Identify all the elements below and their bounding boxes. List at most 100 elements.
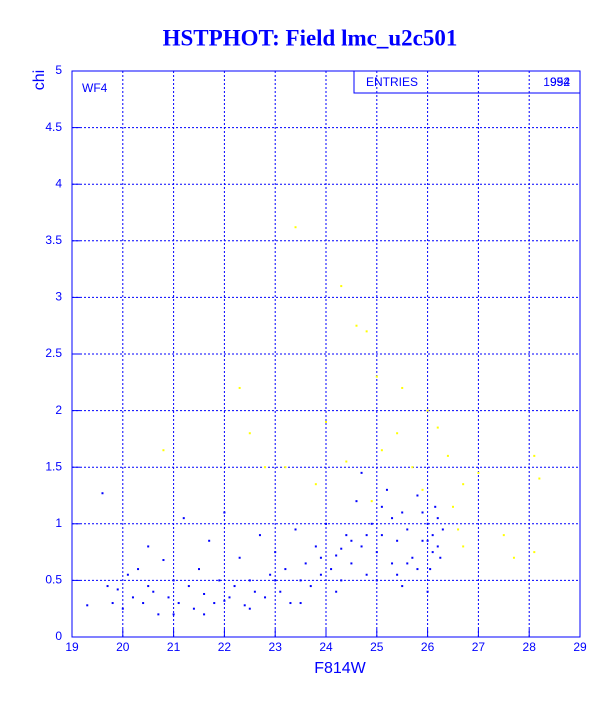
- point: [396, 573, 399, 576]
- point: [365, 330, 368, 333]
- point: [309, 585, 312, 588]
- point: [111, 602, 114, 605]
- point: [203, 613, 206, 616]
- y-tick-label: 2.5: [45, 346, 62, 360]
- point: [319, 573, 322, 576]
- point: [401, 386, 404, 389]
- point: [177, 602, 180, 605]
- point: [426, 409, 429, 412]
- y-tick-label: 0: [55, 629, 62, 643]
- point: [213, 602, 216, 605]
- point: [436, 517, 439, 520]
- point: [330, 568, 333, 571]
- point: [365, 573, 368, 576]
- point: [434, 505, 437, 508]
- y-tick-label: 0.5: [45, 573, 62, 587]
- annotation: WF4: [82, 81, 108, 95]
- point: [142, 602, 145, 605]
- point: [238, 386, 241, 389]
- point: [512, 556, 515, 559]
- point: [147, 585, 150, 588]
- point: [274, 579, 277, 582]
- x-tick-label: 24: [319, 640, 333, 654]
- point: [457, 528, 460, 531]
- point: [401, 585, 404, 588]
- point: [416, 568, 419, 571]
- y-tick-label: 5: [55, 63, 62, 77]
- point: [421, 511, 424, 514]
- point: [385, 488, 388, 491]
- point: [411, 556, 414, 559]
- point: [416, 494, 419, 497]
- point: [203, 592, 206, 595]
- point: [314, 483, 317, 486]
- point: [253, 590, 256, 593]
- point: [406, 528, 409, 531]
- point: [243, 604, 246, 607]
- point: [340, 579, 343, 582]
- y-tick-label: 4: [55, 176, 62, 190]
- point: [223, 599, 226, 602]
- point: [340, 285, 343, 288]
- point: [319, 556, 322, 559]
- point: [335, 554, 338, 557]
- point: [340, 547, 343, 550]
- point: [436, 545, 439, 548]
- point: [421, 488, 424, 491]
- point: [380, 505, 383, 508]
- point: [370, 522, 373, 525]
- y-tick-label: 2: [55, 403, 62, 417]
- point: [350, 539, 353, 542]
- point: [238, 556, 241, 559]
- point: [391, 562, 394, 565]
- point: [396, 539, 399, 542]
- point: [264, 466, 267, 469]
- point: [429, 568, 432, 571]
- point: [131, 596, 134, 599]
- point: [380, 449, 383, 452]
- point: [426, 539, 429, 542]
- point: [477, 471, 480, 474]
- point: [279, 590, 282, 593]
- y-tick-label: 4.5: [45, 120, 62, 134]
- point: [137, 568, 140, 571]
- point: [431, 534, 434, 537]
- point: [289, 602, 292, 605]
- point: [502, 534, 505, 537]
- point: [462, 545, 465, 548]
- point: [274, 551, 277, 554]
- point: [299, 602, 302, 605]
- point: [426, 522, 429, 525]
- point: [269, 573, 272, 576]
- point: [431, 551, 434, 554]
- point: [101, 492, 104, 495]
- point: [325, 522, 327, 525]
- stats-value: 1954: [543, 75, 570, 89]
- point: [355, 324, 358, 327]
- point: [147, 545, 150, 548]
- point: [223, 511, 226, 514]
- point: [304, 562, 307, 565]
- point: [284, 568, 287, 571]
- point: [375, 375, 378, 378]
- x-tick-label: 26: [421, 640, 435, 654]
- point: [533, 454, 536, 457]
- point: [314, 545, 317, 548]
- point: [192, 607, 195, 610]
- y-axis-label: chi: [31, 70, 48, 90]
- x-tick-label: 28: [523, 640, 537, 654]
- point: [248, 579, 251, 582]
- x-axis-label: F814W: [314, 660, 366, 677]
- point: [218, 579, 221, 582]
- point: [411, 466, 414, 469]
- point: [172, 613, 175, 616]
- point: [439, 556, 442, 559]
- point: [325, 420, 327, 423]
- point: [126, 573, 129, 576]
- plot-frame: [71, 70, 581, 638]
- point: [375, 551, 378, 554]
- point: [233, 585, 236, 588]
- point: [162, 559, 165, 562]
- point: [436, 426, 439, 429]
- point: [157, 613, 160, 616]
